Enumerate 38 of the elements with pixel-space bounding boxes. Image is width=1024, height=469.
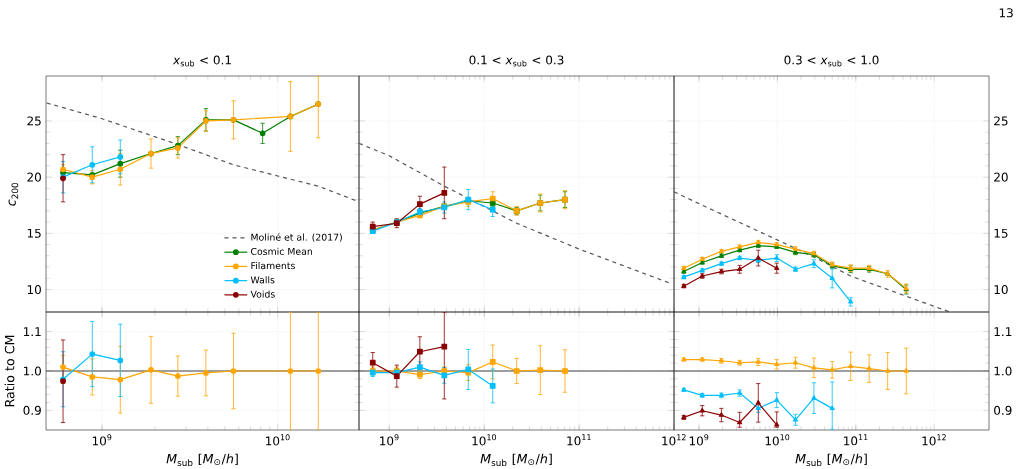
x-tick-label: 10$^{12}$ — [662, 434, 686, 446]
x-tick-label: 10$^{11}$ — [567, 434, 591, 446]
legend-label: Cosmic Mean — [251, 247, 312, 255]
y-axis-title: Ratio to CM — [4, 335, 15, 407]
x-tick-label: 10$^{10}$ — [765, 434, 790, 446]
text: 13 — [999, 8, 1013, 18]
y-tick-label: 0.9 — [23, 405, 41, 415]
x-tick-label: 10$^{9}$ — [380, 434, 399, 446]
chart-title: x$_{sub}$ < 0.1 — [172, 55, 231, 67]
y-tick-label: 1.1 — [994, 327, 1012, 337]
y-tick-label: 10 — [27, 284, 41, 295]
y-tick-label: 1.0 — [994, 366, 1012, 376]
y-tick-label: 1.1 — [23, 327, 41, 337]
legend-label: Moliné et al. (2017) — [251, 233, 342, 242]
y-tick-label: 25 — [27, 116, 41, 126]
x-tick-label: 10$^{9}$ — [92, 434, 112, 446]
y-tick-label: 1.0 — [23, 366, 41, 376]
chart-title: 0.1 < x$_{sub}$ < 0.3 — [469, 55, 564, 67]
y-tick-label: 15 — [994, 228, 1008, 238]
y-axis-title: c$_{200}$ — [8, 182, 19, 206]
y-tick-label: 15 — [27, 228, 41, 238]
x-tick-label: 10$^{10}$ — [472, 434, 497, 446]
x-tick-label: 10$^{9}$ — [689, 434, 709, 446]
x-tick-label: 10$^{12}$ — [922, 434, 946, 446]
x-axis-title: M$_{sub}$ [M$_{⊙}$/h] — [795, 453, 867, 467]
x-axis-title: M$_{sub}$ [M$_{⊙}$/h] — [480, 453, 552, 467]
legend-label: Walls — [250, 276, 275, 284]
x-axis-title: M$_{sub}$ [M$_{⊙}$/h] — [166, 453, 238, 467]
y-tick-label: 10 — [994, 284, 1008, 295]
chart-title: 0.3 < x$_{sub}$ < 1.0 — [784, 55, 879, 67]
y-tick-label: 20 — [994, 172, 1008, 182]
legend-label: Voids — [250, 290, 275, 298]
legend-label: Filaments — [251, 261, 295, 270]
y-tick-label: 20 — [27, 172, 41, 182]
y-tick-label: 0.9 — [994, 405, 1012, 415]
y-tick-label: 25 — [994, 116, 1008, 126]
x-tick-label: 10$^{11}$ — [844, 434, 868, 446]
x-tick-label: 10$^{10}$ — [266, 434, 290, 446]
